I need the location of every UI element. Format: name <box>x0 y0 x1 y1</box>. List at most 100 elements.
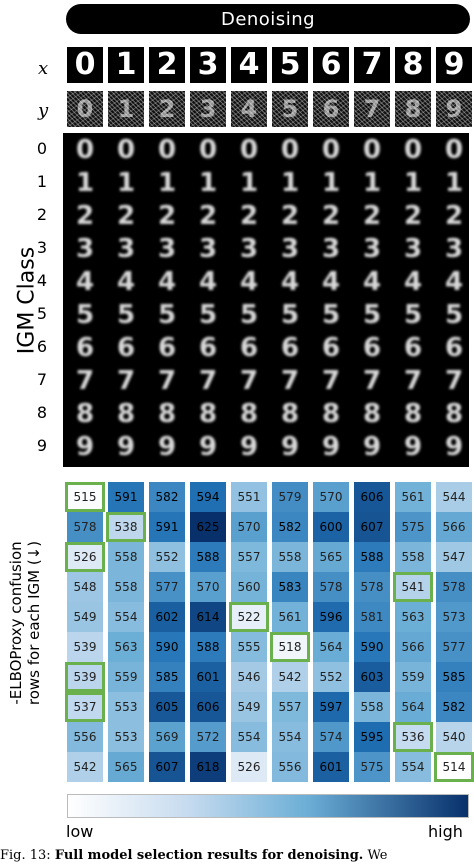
heatmap-cell: 614 <box>190 602 226 632</box>
igm-sample-5: 5 <box>403 300 423 330</box>
heatmap-cell: 596 <box>313 602 349 632</box>
heatmap-cell: 607 <box>354 512 390 542</box>
heatmap-cell: 573 <box>436 602 472 632</box>
igm-sample-3: 3 <box>280 234 300 264</box>
igm-sample-8: 8 <box>239 399 259 429</box>
heatmap-cell: 522 <box>231 602 267 632</box>
igm-sample-7: 7 <box>198 366 218 396</box>
clean-digit-0: 0 <box>67 47 103 83</box>
clean-digit-glyph: 3 <box>197 47 219 82</box>
heatmap-cell: 578 <box>354 572 390 602</box>
confusion-axis-label-2: rows for each IGM (↓) <box>25 540 43 706</box>
heatmap-cell: 600 <box>313 512 349 542</box>
noisy-digit-glyph: 4 <box>240 95 258 123</box>
igm-sample-2: 2 <box>403 201 423 231</box>
heatmap-cell: 556 <box>272 752 308 782</box>
igm-sample-5: 5 <box>280 300 300 330</box>
igm-sample-7: 7 <box>157 366 177 396</box>
heatmap-cell: 546 <box>231 662 267 692</box>
igm-sample-1: 1 <box>157 168 177 198</box>
heatmap-cell: 563 <box>108 632 144 662</box>
igm-sample-8: 8 <box>75 399 95 429</box>
clean-digit-1: 1 <box>108 47 144 83</box>
heatmap-column-9: 544 566 547 578 573 577 585 582 540 514 <box>436 478 472 782</box>
igm-sample-6: 6 <box>239 333 259 363</box>
igm-sample-9: 9 <box>239 432 259 462</box>
heatmap-cell: 570 <box>313 482 349 512</box>
igm-sample-4: 4 <box>362 267 382 297</box>
igm-sample-5: 5 <box>116 300 136 330</box>
igm-sample-6: 6 <box>116 333 136 363</box>
igm-sample-6: 6 <box>157 333 177 363</box>
heatmap-cell: 566 <box>395 632 431 662</box>
igm-sample-6: 6 <box>362 333 382 363</box>
colorbar <box>67 794 469 818</box>
heatmap-cell: 570 <box>231 512 267 542</box>
igm-class-label-1: 1 <box>36 172 48 191</box>
caption-bold: Full model selection results for denoisi… <box>54 848 364 863</box>
igm-sample-1: 1 <box>403 168 423 198</box>
igm-sample-6: 6 <box>75 333 95 363</box>
heatmap-cell: 578 <box>313 572 349 602</box>
heatmap-cell: 566 <box>436 512 472 542</box>
igm-sample-5: 5 <box>239 300 259 330</box>
heatmap-cell: 542 <box>272 662 308 692</box>
heatmap-cell: 558 <box>108 542 144 572</box>
heatmap-cell: 560 <box>231 572 267 602</box>
heatmap-cell: 588 <box>190 542 226 572</box>
igm-sample-7: 7 <box>321 366 341 396</box>
igm-sample-0: 0 <box>444 135 464 165</box>
noisy-digit-0: 0 <box>67 91 103 127</box>
clean-digit-4: 4 <box>231 47 267 83</box>
igm-sample-2: 2 <box>280 201 300 231</box>
row-label-y: y <box>38 100 49 121</box>
noisy-digit-6: 6 <box>313 91 349 127</box>
confusion-axis-label-1: -ELBOProxy confusion <box>7 541 25 705</box>
min-highlight-box <box>434 752 474 782</box>
heatmap-cell: 540 <box>436 722 472 752</box>
heatmap-cell: 558 <box>108 572 144 602</box>
igm-sample-8: 8 <box>280 399 300 429</box>
heatmap-cell: 591 <box>149 512 185 542</box>
clean-digit-glyph: 1 <box>115 47 137 82</box>
heatmap-cell: 539 <box>67 632 103 662</box>
igm-sample-0: 0 <box>75 135 95 165</box>
igm-sample-9: 9 <box>362 432 382 462</box>
igm-sample-3: 3 <box>403 234 423 264</box>
caption-prefix: Fig. 13: <box>0 848 51 863</box>
igm-sample-4: 4 <box>198 267 218 297</box>
heatmap-cell: 541 <box>395 572 431 602</box>
heatmap-cell: 555 <box>231 632 267 662</box>
igm-sample-1: 1 <box>198 168 218 198</box>
heatmap-cell: 574 <box>313 722 349 752</box>
igm-sample-9: 9 <box>321 432 341 462</box>
heatmap-cell: 552 <box>313 662 349 692</box>
igm-sample-8: 8 <box>444 399 464 429</box>
heatmap-cell: 583 <box>272 572 308 602</box>
heatmap-column-5: 579 582 558 583 561 518 542 557 554 556 <box>272 478 308 782</box>
igm-sample-4: 4 <box>280 267 300 297</box>
heatmap-cell: 578 <box>67 512 103 542</box>
min-highlight-box <box>65 482 105 512</box>
igm-sample-1: 1 <box>321 168 341 198</box>
heatmap-cell: 544 <box>436 482 472 512</box>
heatmap-cell: 551 <box>231 482 267 512</box>
heatmap-cell: 526 <box>67 542 103 572</box>
noisy-digit-8: 8 <box>395 91 431 127</box>
clean-digit-9: 9 <box>436 47 472 83</box>
igm-sample-4: 4 <box>239 267 259 297</box>
heatmap-column-1: 591 538 558 558 554 563 559 553 553 565 <box>108 478 144 782</box>
igm-sample-5: 5 <box>444 300 464 330</box>
figure-caption: Fig. 13: Full model selection results fo… <box>0 848 474 863</box>
heatmap-cell: 539 <box>67 662 103 692</box>
igm-sample-3: 3 <box>444 234 464 264</box>
igm-sample-3: 3 <box>321 234 341 264</box>
heatmap-cell: 537 <box>67 692 103 722</box>
heatmap-cell: 585 <box>149 662 185 692</box>
heatmap-cell: 594 <box>190 482 226 512</box>
heatmap-cell: 582 <box>436 692 472 722</box>
heatmap-cell: 558 <box>395 542 431 572</box>
clean-digit-glyph: 5 <box>279 47 301 82</box>
igm-sample-0: 0 <box>116 135 136 165</box>
heatmap-cell: 595 <box>354 722 390 752</box>
